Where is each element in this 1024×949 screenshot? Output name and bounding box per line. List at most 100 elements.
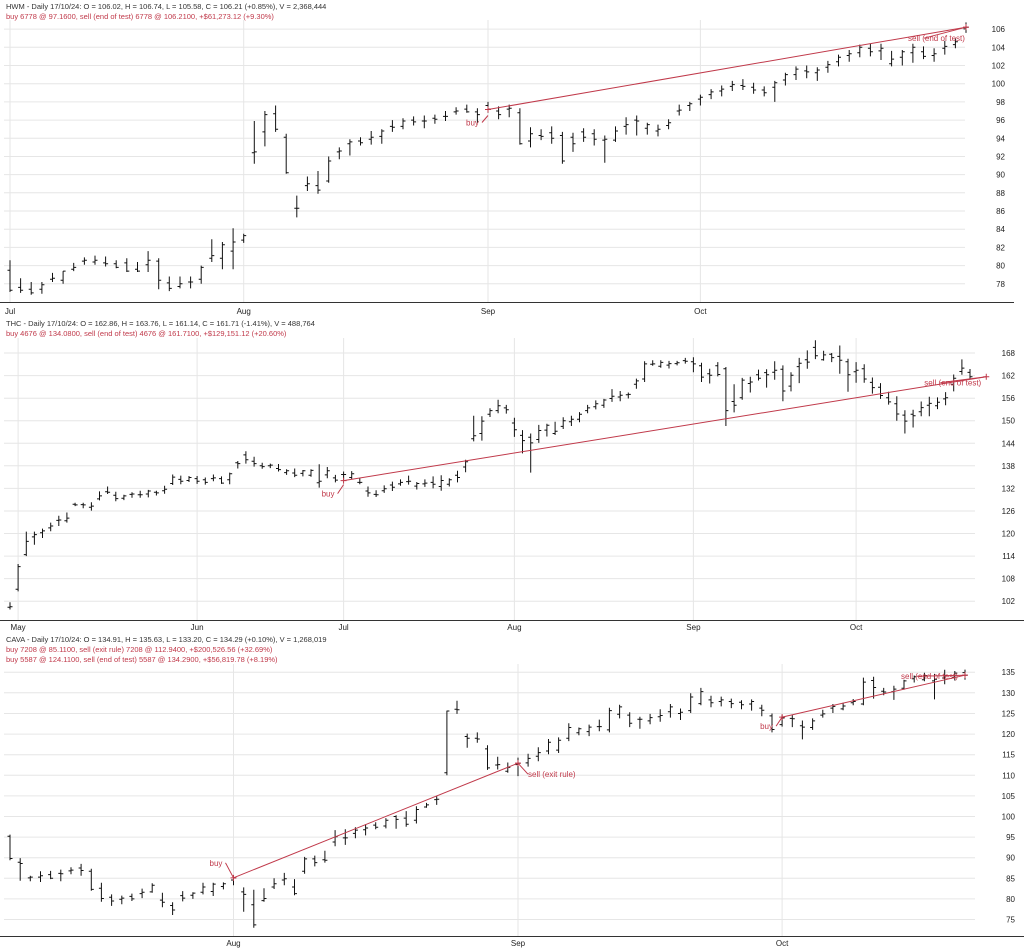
cava-ohlc-bar xyxy=(251,889,257,928)
thc-ohlc-bar xyxy=(772,361,778,380)
hwm-ohlc-bar xyxy=(751,82,757,94)
thc-ohlc-bar xyxy=(324,467,330,479)
thc-ohlc-bar xyxy=(894,396,900,421)
cava-ohlc-bar xyxy=(840,702,846,711)
thc-ohlc-bar xyxy=(97,491,102,501)
cava-annotation-leader xyxy=(916,674,966,677)
hwm-annotation-leader xyxy=(481,115,489,123)
thc-ohlc-bar xyxy=(316,464,322,488)
thc-ohlc-bar xyxy=(210,474,216,482)
thc-ohlc-bar xyxy=(593,400,599,410)
hwm-trade-line xyxy=(487,26,967,110)
cava-y-tick-label: 80 xyxy=(1006,895,1015,904)
thc-annotation-leader xyxy=(940,376,987,384)
hwm-ohlc-bar xyxy=(846,50,852,62)
cava-ohlc-bar xyxy=(149,883,155,893)
hwm-ohlc-bar xyxy=(453,107,459,115)
hwm-ohlc-bar xyxy=(60,270,66,284)
hwm-ohlc-bar xyxy=(347,139,353,156)
hwm-y-tick-label: 90 xyxy=(996,171,1005,180)
cava-ohlc-bar xyxy=(38,871,43,882)
thc-ohlc-bar xyxy=(731,384,737,413)
cava-ohlc-bar xyxy=(576,727,582,736)
cava-ohlc-bar xyxy=(190,892,196,899)
cava-ohlc-bar xyxy=(312,855,318,867)
thc-ohlc-bar xyxy=(194,476,200,484)
thc-ohlc-bar xyxy=(284,469,290,475)
cava-ohlc-bar xyxy=(525,753,531,767)
hwm-ohlc-bar xyxy=(517,108,523,145)
thc-ohlc-bar xyxy=(129,492,135,498)
hwm-ohlc-bar xyxy=(283,133,289,174)
cava-ohlc-bar xyxy=(647,713,653,725)
thc-x-tick-label: Jun xyxy=(191,623,204,632)
cava-ohlc-bar xyxy=(98,882,104,902)
thc-y-tick-label: 108 xyxy=(1002,575,1016,584)
thc-ohlc-bar xyxy=(967,369,973,379)
thc-ohlc-bar xyxy=(552,421,558,435)
hwm-y-tick-label: 96 xyxy=(996,116,1005,125)
thc-ohlc-bar xyxy=(845,358,851,392)
thc-ohlc-bar xyxy=(739,377,745,400)
hwm-ohlc-bar xyxy=(857,44,863,58)
hwm-ohlc-bar xyxy=(921,46,926,60)
cava-ohlc-bar xyxy=(58,869,64,882)
thc-ohlc-bar xyxy=(487,408,493,417)
thc-ohlc-bar xyxy=(625,392,631,399)
cava-ohlc-bar xyxy=(739,700,744,710)
cava-ohlc-bar xyxy=(708,695,714,708)
cava-annotation-label: sell (end of test) xyxy=(901,672,958,681)
thc-ohlc-bar xyxy=(31,531,37,545)
cava-ohlc-bar xyxy=(901,679,907,690)
thc-ohlc-bar xyxy=(804,350,810,369)
cava-ohlc-bar xyxy=(657,709,663,722)
cava-ohlc-bar xyxy=(464,733,470,748)
thc-trade-line-1: buy 4676 @ 134.0800, sell (end of test) … xyxy=(6,329,287,338)
cava-y-tick-label: 130 xyxy=(1002,689,1016,698)
cava-ohlc-bar xyxy=(921,672,927,682)
thc-ohlc-bar xyxy=(560,417,566,429)
thc-y-tick-label: 168 xyxy=(1002,349,1016,358)
cava-x-tick-label: Aug xyxy=(226,939,240,948)
hwm-ohlc-bar xyxy=(379,129,385,144)
cava-ohlc-bar xyxy=(596,719,602,732)
thc-ohlc-bar xyxy=(235,461,241,469)
thc-ohlc-bar xyxy=(276,464,281,472)
thc-ohlc-bar xyxy=(544,423,550,437)
thc-ohlc-bar xyxy=(137,490,143,498)
thc-ohlc-bar xyxy=(861,364,867,383)
hwm-ohlc-bar xyxy=(188,276,194,289)
thc-y-tick-label: 132 xyxy=(1002,484,1016,493)
cava-ohlc-bar xyxy=(271,878,277,889)
thc-ohlc-bar xyxy=(617,391,623,402)
hwm-y-tick-label: 88 xyxy=(996,189,1005,198)
hwm-ohlc-bar xyxy=(28,282,34,295)
thc-ohlc-bar xyxy=(471,415,477,442)
thc-ohlc-bar xyxy=(251,456,257,467)
thc-y-tick-label: 114 xyxy=(1002,552,1015,561)
thc-ohlc-bar xyxy=(332,474,338,483)
cava-ohlc-bar xyxy=(637,716,643,729)
thc-x-tick-label: May xyxy=(11,623,26,632)
thc-ohlc-bar xyxy=(259,462,265,469)
hwm-ohlc-bar xyxy=(464,104,470,113)
cava-ohlc-bar xyxy=(485,745,490,770)
thc-ohlc-bar xyxy=(918,401,924,417)
cava-ohlc-bar xyxy=(139,888,145,899)
hwm-y-tick-label: 106 xyxy=(992,25,1006,34)
thc-ohlc-bar xyxy=(267,463,273,469)
cava-ohlc-bar xyxy=(556,737,562,753)
thc-ohlc-bar xyxy=(682,357,688,364)
hwm-ohlc-bar xyxy=(559,131,565,164)
thc-ohlc-bar xyxy=(463,459,469,473)
thc-ohlc-bar xyxy=(568,415,574,426)
cava-ohlc-bar xyxy=(7,834,13,861)
thc-y-tick-label: 162 xyxy=(1002,372,1016,381)
hwm-ohlc-bar xyxy=(389,120,395,132)
hwm-y-tick-label: 78 xyxy=(996,280,1005,289)
hwm-ohlc-bar xyxy=(113,260,119,269)
cava-ohlc-bar xyxy=(789,715,795,728)
thc-chart-panel: THC - Daily 17/10/24: O = 162.86, H = 16… xyxy=(0,319,1024,632)
hwm-ohlc-bar xyxy=(71,262,77,272)
cava-ohlc-bar xyxy=(363,824,369,836)
